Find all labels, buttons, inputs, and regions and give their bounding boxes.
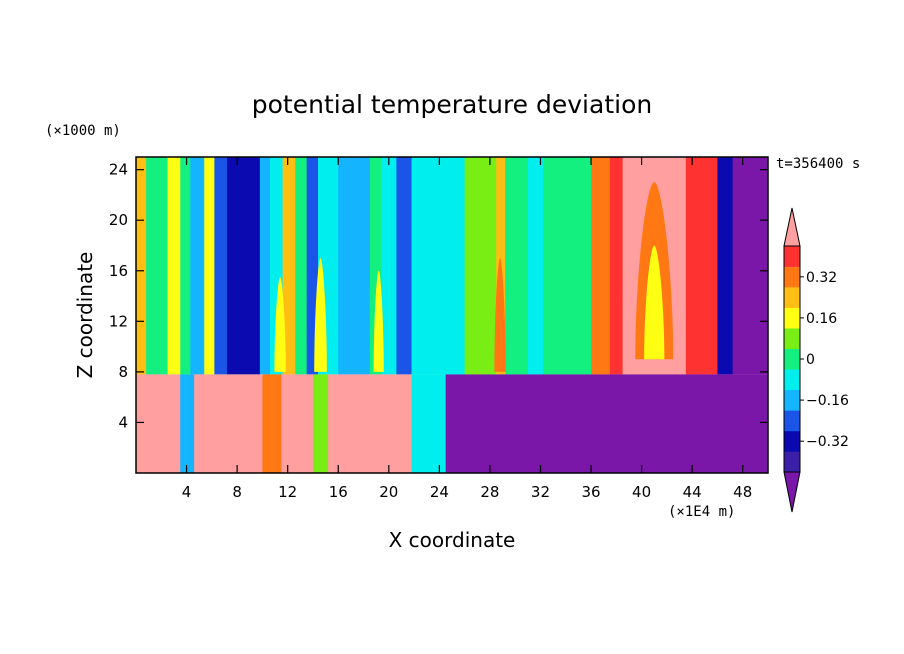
x-axis-label: X coordinate (389, 528, 516, 552)
field-column-10 (282, 157, 296, 375)
colorbar-band-6 (784, 348, 800, 370)
x-tick-label-0: 4 (182, 483, 192, 501)
field-column-28 (717, 157, 734, 375)
field-plume-2 (373, 270, 384, 372)
y-unit-label: (×1000 m) (45, 123, 121, 139)
field-lower-3 (262, 374, 282, 473)
x-unit-label: (×1E4 m) (668, 504, 735, 520)
field-lower-4 (281, 374, 314, 473)
colorbar-label-4: −0.32 (806, 434, 849, 450)
field-lower-1 (180, 374, 195, 473)
field-column-25 (610, 157, 624, 375)
colorbar-top-arrow (783, 207, 801, 247)
field-column-27 (685, 157, 718, 375)
field-column-7 (227, 157, 261, 375)
colorbar-label-2: 0 (806, 352, 815, 368)
colorbar-band-7 (784, 328, 800, 350)
field-plume-5 (644, 245, 665, 360)
x-tick-label-9: 40 (632, 483, 651, 501)
field-column-23 (543, 157, 592, 375)
field-column-19 (464, 157, 497, 375)
field-column-16 (381, 157, 397, 375)
y-tick-label-2: 12 (109, 312, 128, 330)
field-column-4 (190, 157, 205, 375)
colorbar-band-4 (784, 389, 800, 411)
field-lower-2 (194, 374, 263, 473)
field-lower-8 (445, 374, 768, 473)
x-tick-label-4: 20 (379, 483, 398, 501)
colorbar-band-8 (784, 307, 800, 329)
field-column-5 (204, 157, 215, 375)
colorbar-label-0: 0.32 (806, 270, 837, 286)
field-column-6 (214, 157, 228, 375)
field-column-17 (396, 157, 413, 375)
x-tick-label-1: 8 (232, 483, 242, 501)
y-tick-label-4: 20 (109, 211, 128, 229)
y-tick-label-0: 4 (118, 413, 128, 431)
colorbar-band-10 (784, 266, 800, 288)
colorbar-label-3: −0.16 (806, 393, 849, 409)
x-tick-label-6: 28 (480, 483, 499, 501)
field-column-12 (306, 157, 319, 375)
x-tick-label-11: 48 (733, 483, 752, 501)
contour-field (136, 157, 768, 473)
x-tick-label-10: 44 (683, 483, 702, 501)
time-label: t=356400 s (776, 156, 860, 172)
x-tick-label-8: 36 (581, 483, 600, 501)
x-tick-label-2: 12 (278, 483, 297, 501)
field-column-14 (338, 157, 371, 375)
field-plume-1 (314, 258, 327, 372)
colorbar-label-1: 0.16 (806, 311, 837, 327)
colorbar-band-9 (784, 287, 800, 308)
colorbar-band-1 (784, 451, 800, 473)
field-column-0 (136, 157, 147, 375)
y-axis-label: Z coordinate (73, 252, 97, 379)
y-axis: 4 8 12 16 20 24 (109, 161, 768, 431)
field-plume-0 (274, 277, 286, 372)
colorbar-band-2 (784, 430, 800, 452)
field-column-11 (295, 157, 308, 375)
field-column-18 (411, 157, 466, 375)
colorbar-bottom-arrow (783, 471, 801, 513)
field-lower-5 (312, 374, 329, 473)
field-column-3 (180, 157, 191, 375)
colorbar: 0.32 0.16 0 −0.16 −0.32 (783, 207, 849, 513)
colorbar-band-3 (784, 410, 800, 432)
field-column-24 (591, 157, 611, 375)
y-tick-label-1: 8 (118, 363, 128, 381)
colorbar-band-11 (784, 246, 800, 267)
x-tick-label-5: 24 (430, 483, 449, 501)
field-column-15 (369, 157, 382, 375)
plot-frame (135, 156, 769, 474)
x-tick-label-3: 16 (329, 483, 348, 501)
chart-title: potential temperature deviation (252, 90, 652, 119)
y-tick-label-3: 16 (109, 262, 128, 280)
field-column-1 (146, 157, 169, 375)
field-lower-6 (328, 374, 413, 473)
y-tick-label-5: 24 (109, 161, 128, 179)
field-column-8 (259, 157, 271, 375)
field-column-22 (527, 157, 544, 375)
field-lower-0 (136, 374, 181, 473)
field-lower-7 (411, 374, 447, 473)
x-tick-label-7: 32 (531, 483, 550, 501)
field-column-29 (732, 157, 768, 375)
field-plume-3 (494, 258, 506, 372)
colorbar-band-5 (784, 369, 800, 391)
x-axis: 4 8 12 16 20 24 28 32 36 40 44 48 (182, 157, 752, 501)
field-column-21 (505, 157, 529, 375)
field-column-2 (167, 157, 181, 375)
